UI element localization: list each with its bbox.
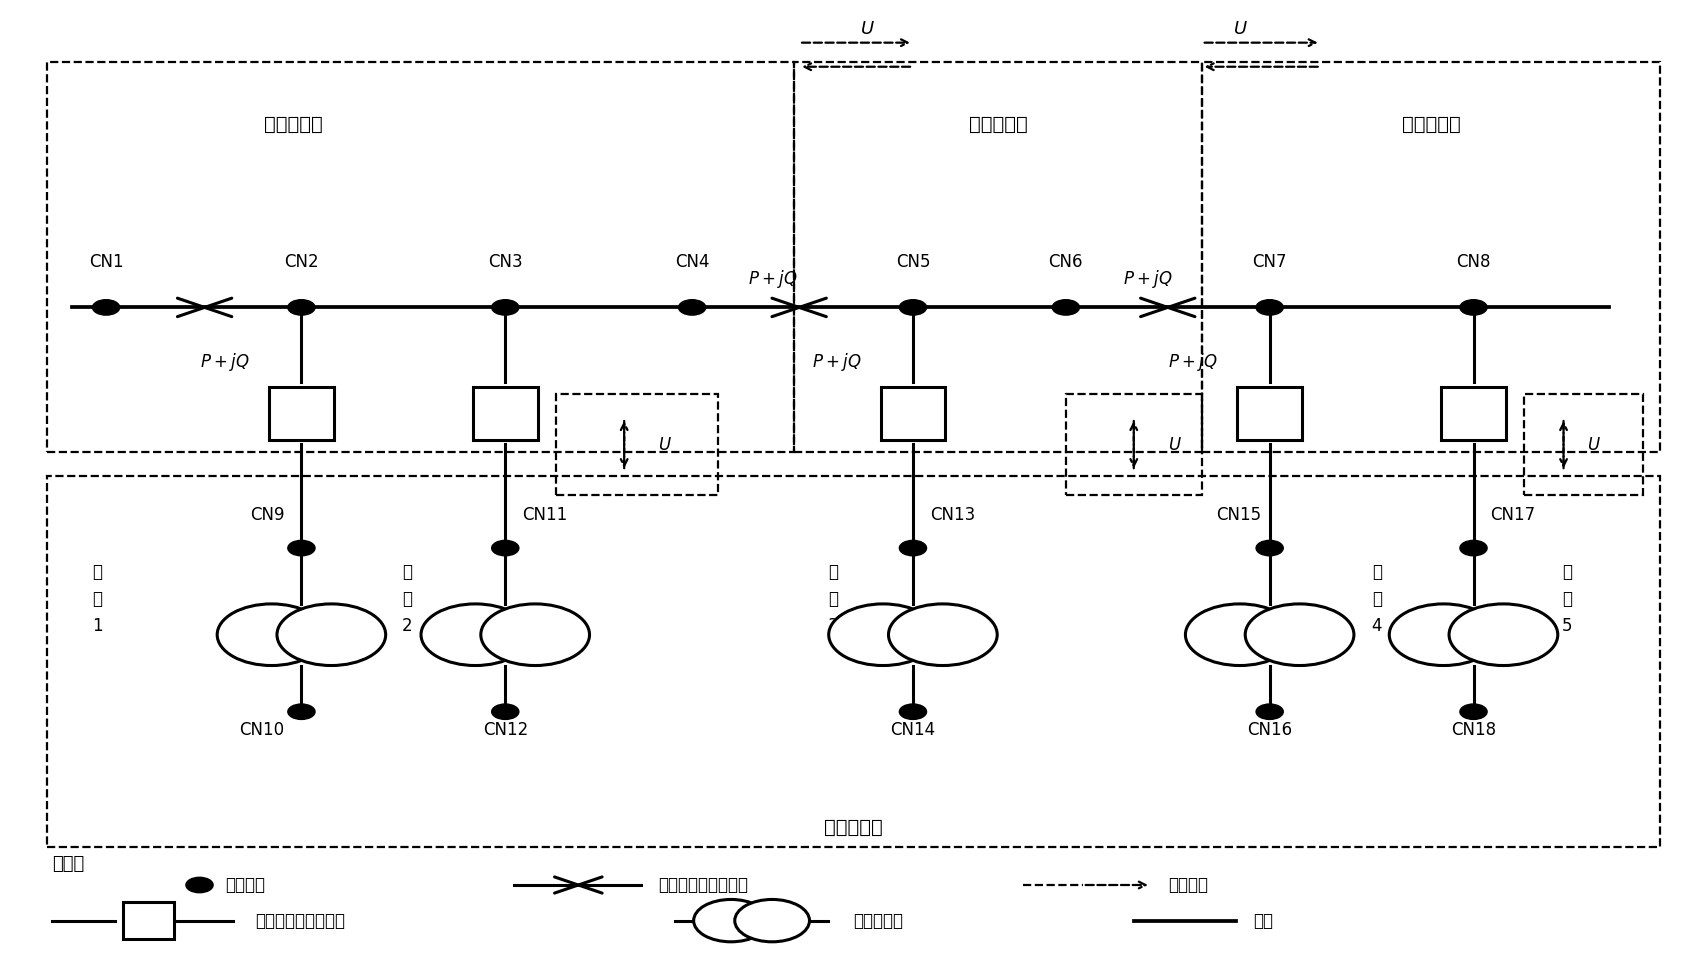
Bar (794, 62, 1202, 452)
Text: 支: 支 (1372, 590, 1381, 608)
Circle shape (1389, 604, 1499, 665)
Circle shape (288, 541, 316, 555)
Text: 分: 分 (92, 563, 102, 581)
Text: 带断路器设备的线路: 带断路器设备的线路 (659, 876, 748, 894)
Text: 分: 分 (1562, 563, 1572, 581)
Circle shape (1256, 300, 1284, 316)
Text: $U$: $U$ (1168, 436, 1181, 453)
Text: 带熔断器设备的线路: 带熔断器设备的线路 (256, 912, 345, 929)
Circle shape (1185, 604, 1294, 665)
Bar (473, 386, 538, 440)
Text: CN12: CN12 (483, 721, 527, 739)
Circle shape (900, 300, 927, 316)
Text: CN11: CN11 (522, 506, 567, 524)
Text: 支: 支 (92, 590, 102, 608)
Circle shape (1244, 604, 1354, 665)
Text: CN3: CN3 (488, 252, 522, 271)
Circle shape (288, 300, 316, 316)
Text: 图例：: 图例： (51, 854, 84, 873)
Circle shape (92, 300, 119, 316)
Circle shape (492, 300, 519, 316)
Text: $P+jQ$: $P+jQ$ (200, 352, 249, 373)
Text: 参数传递: 参数传递 (1168, 876, 1209, 894)
Circle shape (481, 604, 589, 665)
Bar (1441, 386, 1506, 440)
Text: 二级馈线层: 二级馈线层 (968, 115, 1028, 134)
Text: CN10: CN10 (239, 721, 285, 739)
Text: $P+jQ$: $P+jQ$ (813, 352, 862, 373)
Text: 分: 分 (401, 563, 411, 581)
Text: CN9: CN9 (249, 506, 285, 524)
Bar (881, 386, 946, 440)
Bar (46, 476, 1661, 847)
Text: CN16: CN16 (1248, 721, 1292, 739)
Text: CN13: CN13 (930, 506, 975, 524)
Circle shape (492, 704, 519, 720)
Text: CN6: CN6 (1048, 252, 1082, 271)
Circle shape (288, 704, 316, 720)
Text: CN7: CN7 (1253, 252, 1287, 271)
Text: 三级馈线层: 三级馈线层 (1401, 115, 1461, 134)
Text: $U$: $U$ (860, 19, 874, 38)
Circle shape (277, 604, 386, 665)
Circle shape (888, 604, 997, 665)
Circle shape (1256, 704, 1284, 720)
Text: CN1: CN1 (89, 252, 123, 271)
Text: 配电变压器: 配电变压器 (854, 912, 903, 929)
Circle shape (1256, 541, 1284, 555)
Text: 分: 分 (828, 563, 838, 581)
Circle shape (828, 604, 937, 665)
Text: CN15: CN15 (1215, 506, 1261, 524)
Circle shape (217, 604, 326, 665)
Circle shape (734, 899, 809, 942)
Circle shape (900, 704, 927, 720)
Text: CN8: CN8 (1456, 252, 1490, 271)
Circle shape (1459, 704, 1487, 720)
Text: 电气节点: 电气节点 (225, 876, 265, 894)
Circle shape (422, 604, 529, 665)
Bar (270, 386, 333, 440)
Bar (123, 902, 174, 939)
Text: 线路: 线路 (1253, 912, 1273, 929)
Text: 分: 分 (1372, 563, 1381, 581)
Text: 支: 支 (1562, 590, 1572, 608)
Text: CN14: CN14 (891, 721, 935, 739)
Bar (1065, 394, 1202, 495)
Text: CN18: CN18 (1451, 721, 1495, 739)
Text: $U$: $U$ (1234, 19, 1248, 38)
Text: CN4: CN4 (674, 252, 710, 271)
Circle shape (1052, 300, 1079, 316)
Bar (1202, 62, 1661, 452)
Text: 负荷分支层: 负荷分支层 (824, 818, 883, 837)
Text: 一级馈线层: 一级馈线层 (263, 115, 323, 134)
Bar (46, 62, 794, 452)
Bar (1524, 394, 1644, 495)
Text: CN5: CN5 (896, 252, 930, 271)
Text: 1: 1 (92, 617, 102, 635)
Text: $P+jQ$: $P+jQ$ (1169, 352, 1219, 373)
Bar (1238, 386, 1302, 440)
Circle shape (1459, 300, 1487, 316)
Text: $P+jQ$: $P+jQ$ (1123, 268, 1173, 289)
Circle shape (492, 541, 519, 555)
Bar (556, 394, 717, 495)
Text: 2: 2 (401, 617, 411, 635)
Circle shape (900, 541, 927, 555)
Text: 4: 4 (1371, 617, 1383, 635)
Text: 支: 支 (828, 590, 838, 608)
Text: 支: 支 (401, 590, 411, 608)
Circle shape (1449, 604, 1558, 665)
Circle shape (693, 899, 768, 942)
Circle shape (186, 878, 213, 892)
Circle shape (679, 300, 705, 316)
Text: 3: 3 (828, 617, 838, 635)
Text: 5: 5 (1562, 617, 1572, 635)
Circle shape (1459, 541, 1487, 555)
Text: $U$: $U$ (1588, 436, 1601, 453)
Text: CN2: CN2 (283, 252, 319, 271)
Text: CN17: CN17 (1490, 506, 1536, 524)
Text: $P+jQ$: $P+jQ$ (748, 268, 797, 289)
Text: $U$: $U$ (659, 436, 673, 453)
